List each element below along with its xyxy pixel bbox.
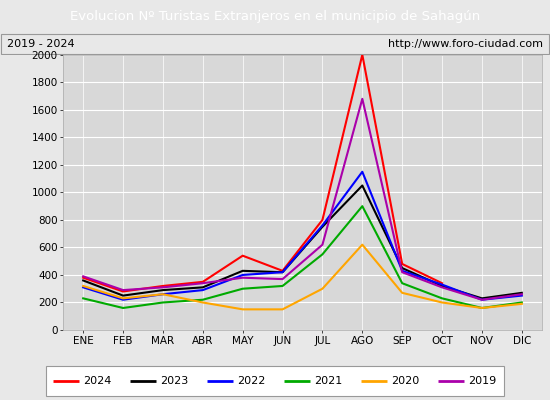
Text: 2021: 2021 (314, 376, 343, 386)
Text: 2022: 2022 (237, 376, 266, 386)
Text: 2019 - 2024: 2019 - 2024 (7, 39, 74, 49)
Text: http://www.foro-ciudad.com: http://www.foro-ciudad.com (388, 39, 543, 49)
Text: 2020: 2020 (391, 376, 420, 386)
Text: 2024: 2024 (83, 376, 112, 386)
Text: Evolucion Nº Turistas Extranjeros en el municipio de Sahagún: Evolucion Nº Turistas Extranjeros en el … (70, 10, 480, 23)
FancyBboxPatch shape (46, 366, 504, 396)
Text: 2019: 2019 (468, 376, 497, 386)
Text: 2023: 2023 (160, 376, 189, 386)
